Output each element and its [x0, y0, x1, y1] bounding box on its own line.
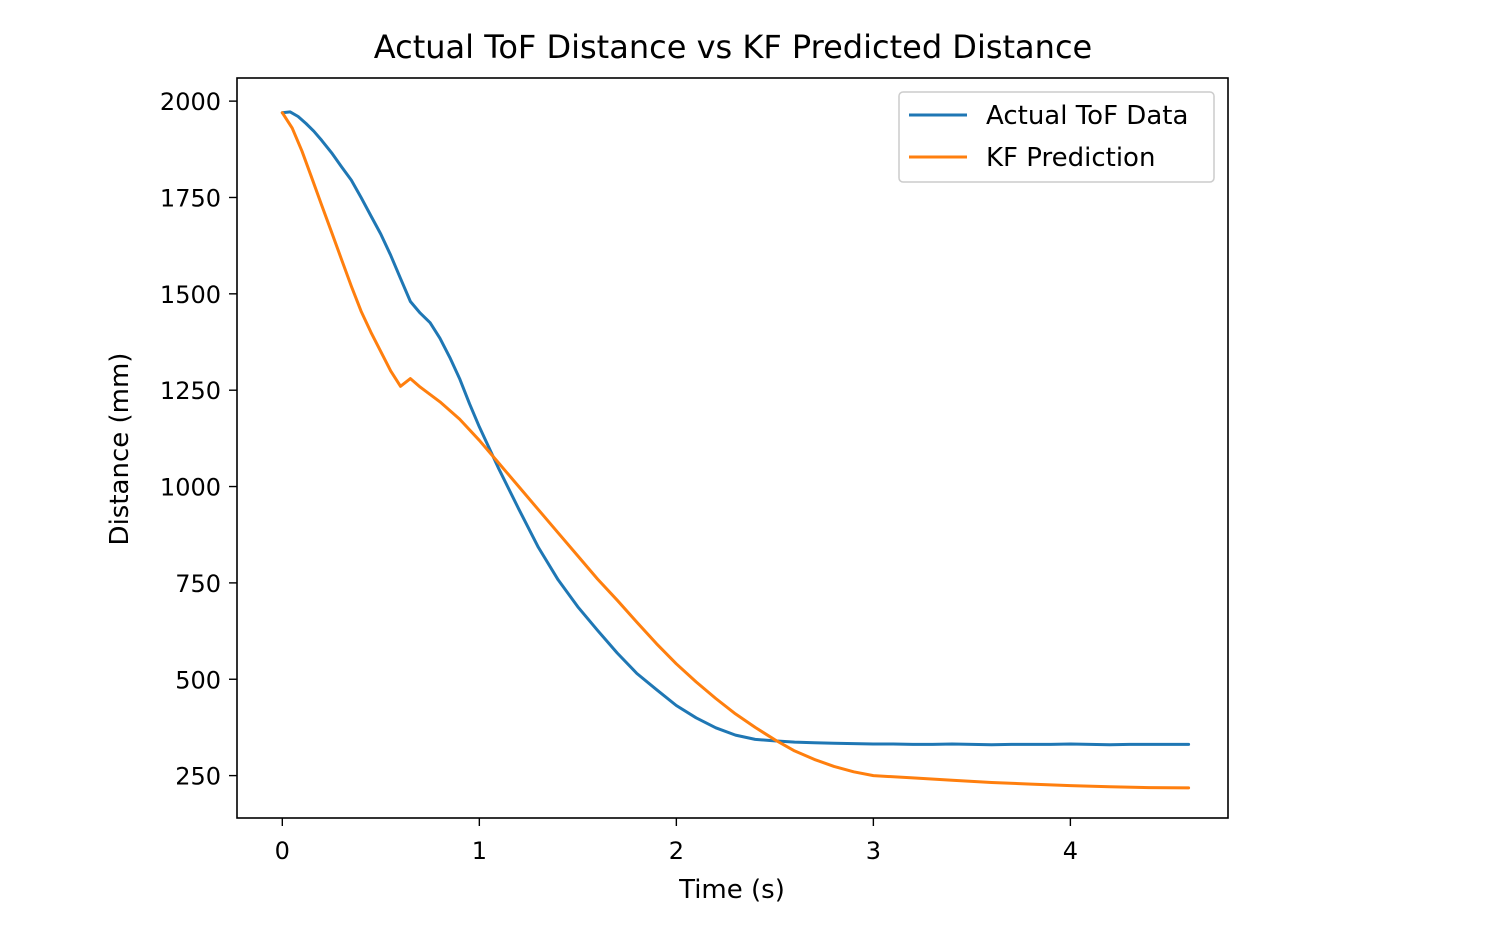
y-axis-label: Distance (mm): [105, 353, 135, 546]
plot-area-frame: [236, 77, 1229, 819]
y-tick-label: 1250: [160, 377, 221, 405]
x-axis-ticks: 0 1 2 3 4: [275, 818, 1078, 865]
y-tick-label: 250: [175, 763, 221, 791]
x-tick-label: 2: [669, 837, 684, 865]
series-line-actual-tof: [280, 110, 1191, 747]
y-tick-label: 1000: [160, 474, 221, 502]
legend-label-kf: KF Prediction: [986, 143, 1155, 173]
series-lines: [280, 110, 1191, 790]
chart-title: Actual ToF Distance vs KF Predicted Dist…: [374, 28, 1092, 66]
y-axis-ticks: 250 500 750 1000 1250 1500 1750 2000: [160, 88, 237, 791]
y-tick-label: 1500: [160, 281, 221, 309]
y-tick-label: 500: [175, 666, 221, 694]
x-tick-label: 4: [1063, 837, 1078, 865]
x-tick-label: 3: [866, 837, 881, 865]
legend: Actual ToF Data KF Prediction: [898, 91, 1215, 183]
y-tick-label: 1750: [160, 184, 221, 212]
x-axis-label: Time (s): [678, 875, 785, 905]
series-line-kf-prediction: [280, 111, 1191, 790]
legend-label-actual: Actual ToF Data: [986, 101, 1188, 131]
x-tick-label: 1: [472, 837, 487, 865]
x-tick-label: 0: [275, 837, 290, 865]
y-tick-label: 750: [175, 570, 221, 598]
legend-box: [898, 91, 1215, 183]
y-tick-label: 2000: [160, 88, 221, 116]
